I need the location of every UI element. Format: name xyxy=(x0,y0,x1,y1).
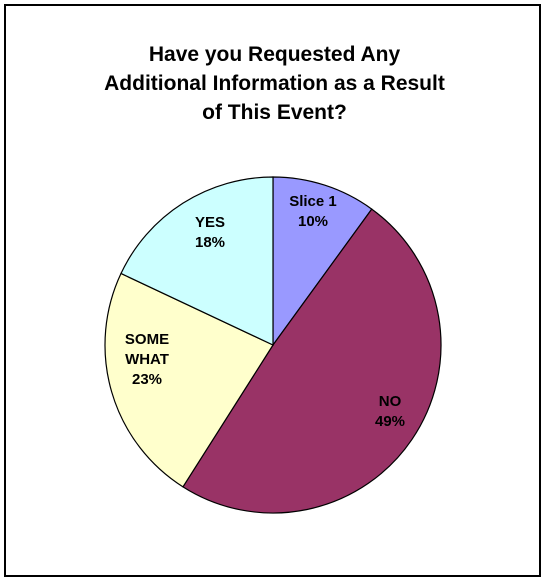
pie-slice-slice-1 xyxy=(272,176,373,347)
slice-name-label: YES xyxy=(195,214,225,231)
slice-name-label: NO xyxy=(379,393,402,410)
slice-label-slice-1: Slice 1 10% xyxy=(289,193,337,230)
slice-value-label: 18% xyxy=(195,234,225,251)
pie-slice-no xyxy=(182,208,442,514)
chart-title-line-3: of This Event? xyxy=(202,101,347,124)
chart-title-line-2: Additional Information as a Result xyxy=(104,72,445,95)
slice-label-yes: YES 18% xyxy=(195,214,225,251)
slice-label-some-what: SOME WHAT 23% xyxy=(125,331,169,388)
slice-name-label: SOME xyxy=(125,331,169,348)
slice-name-label: WHAT xyxy=(125,351,169,368)
chart-title-line-1: Have you Requested Any xyxy=(148,43,401,66)
slice-value-label: 10% xyxy=(298,213,328,230)
slice-value-label: 23% xyxy=(132,371,162,388)
slice-name-label: Slice 1 xyxy=(289,193,337,210)
chart-title: Have you Requested Any Additional Inform… xyxy=(6,40,543,127)
slice-value-label: 49% xyxy=(375,413,405,430)
pie-slice-yes xyxy=(120,176,274,346)
slice-label-no: NO 49% xyxy=(375,393,405,430)
pie-slice-some-what xyxy=(104,272,274,488)
